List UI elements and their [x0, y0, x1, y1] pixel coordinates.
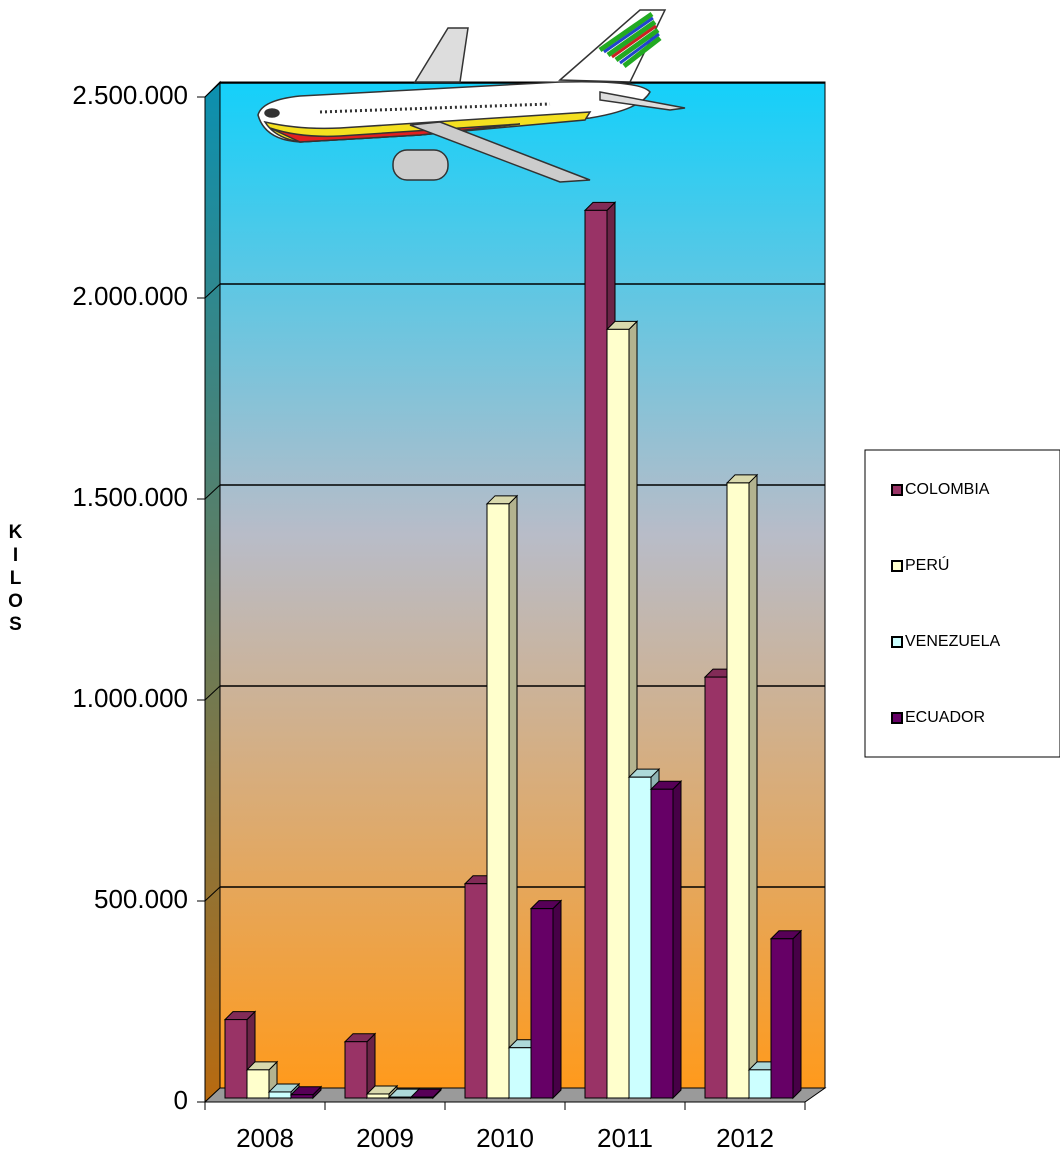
bar [726, 482, 750, 1099]
bar [530, 908, 554, 1099]
bar [770, 938, 794, 1099]
bar [290, 1094, 314, 1099]
legend-label: COLOMBIA [905, 481, 990, 498]
y-tick-label: 1.500.000 [72, 482, 188, 512]
grid-line-side [204, 283, 221, 299]
bar [606, 328, 630, 1099]
side-wall [204, 80, 221, 1104]
bar [224, 1019, 248, 1099]
y-tick-label: 2.500.000 [72, 80, 188, 110]
bar [268, 1091, 292, 1099]
bar-side [748, 473, 758, 1100]
bar-side [552, 899, 562, 1100]
legend [864, 449, 1060, 758]
legend-label: PERÚ [905, 555, 949, 574]
bar [628, 776, 652, 1099]
bar [486, 503, 510, 1099]
bar [366, 1093, 390, 1099]
y-tick-label: 0 [174, 1085, 188, 1115]
bar-side [508, 494, 518, 1100]
x-tick-label: 2011 [597, 1123, 653, 1153]
bar [464, 883, 488, 1099]
legend-label: ECUADOR [905, 709, 985, 726]
airplane-illustration [257, 9, 686, 183]
x-tick-label: 2010 [476, 1123, 534, 1153]
grid-line-side [204, 82, 221, 98]
legend-swatch [891, 712, 903, 724]
bar [508, 1047, 532, 1099]
bar [704, 676, 728, 1099]
bar [584, 209, 608, 1099]
bar [388, 1096, 412, 1099]
bar [748, 1069, 772, 1099]
bar [410, 1096, 434, 1099]
grid-line-side [204, 484, 221, 500]
y-tick-label: 1.000.000 [72, 683, 188, 713]
x-tick-label: 2012 [716, 1123, 774, 1153]
grid-line-side [204, 685, 221, 701]
legend-swatch [891, 636, 903, 648]
legend-swatch [891, 484, 903, 496]
grid-line-side [204, 886, 221, 902]
bar [344, 1041, 368, 1099]
legend-label: VENEZUELA [905, 633, 1000, 650]
x-tick-label: 2008 [236, 1123, 294, 1153]
bar [650, 788, 674, 1099]
bar-side [672, 780, 682, 1100]
bar [246, 1069, 270, 1099]
y-tick-label: 2.000.000 [72, 281, 188, 311]
y-axis-label: KILOS [5, 522, 26, 637]
bar-side [792, 929, 802, 1100]
y-tick-label: 500.000 [94, 884, 188, 914]
x-tick-label: 2009 [356, 1123, 414, 1153]
legend-swatch [891, 560, 903, 572]
